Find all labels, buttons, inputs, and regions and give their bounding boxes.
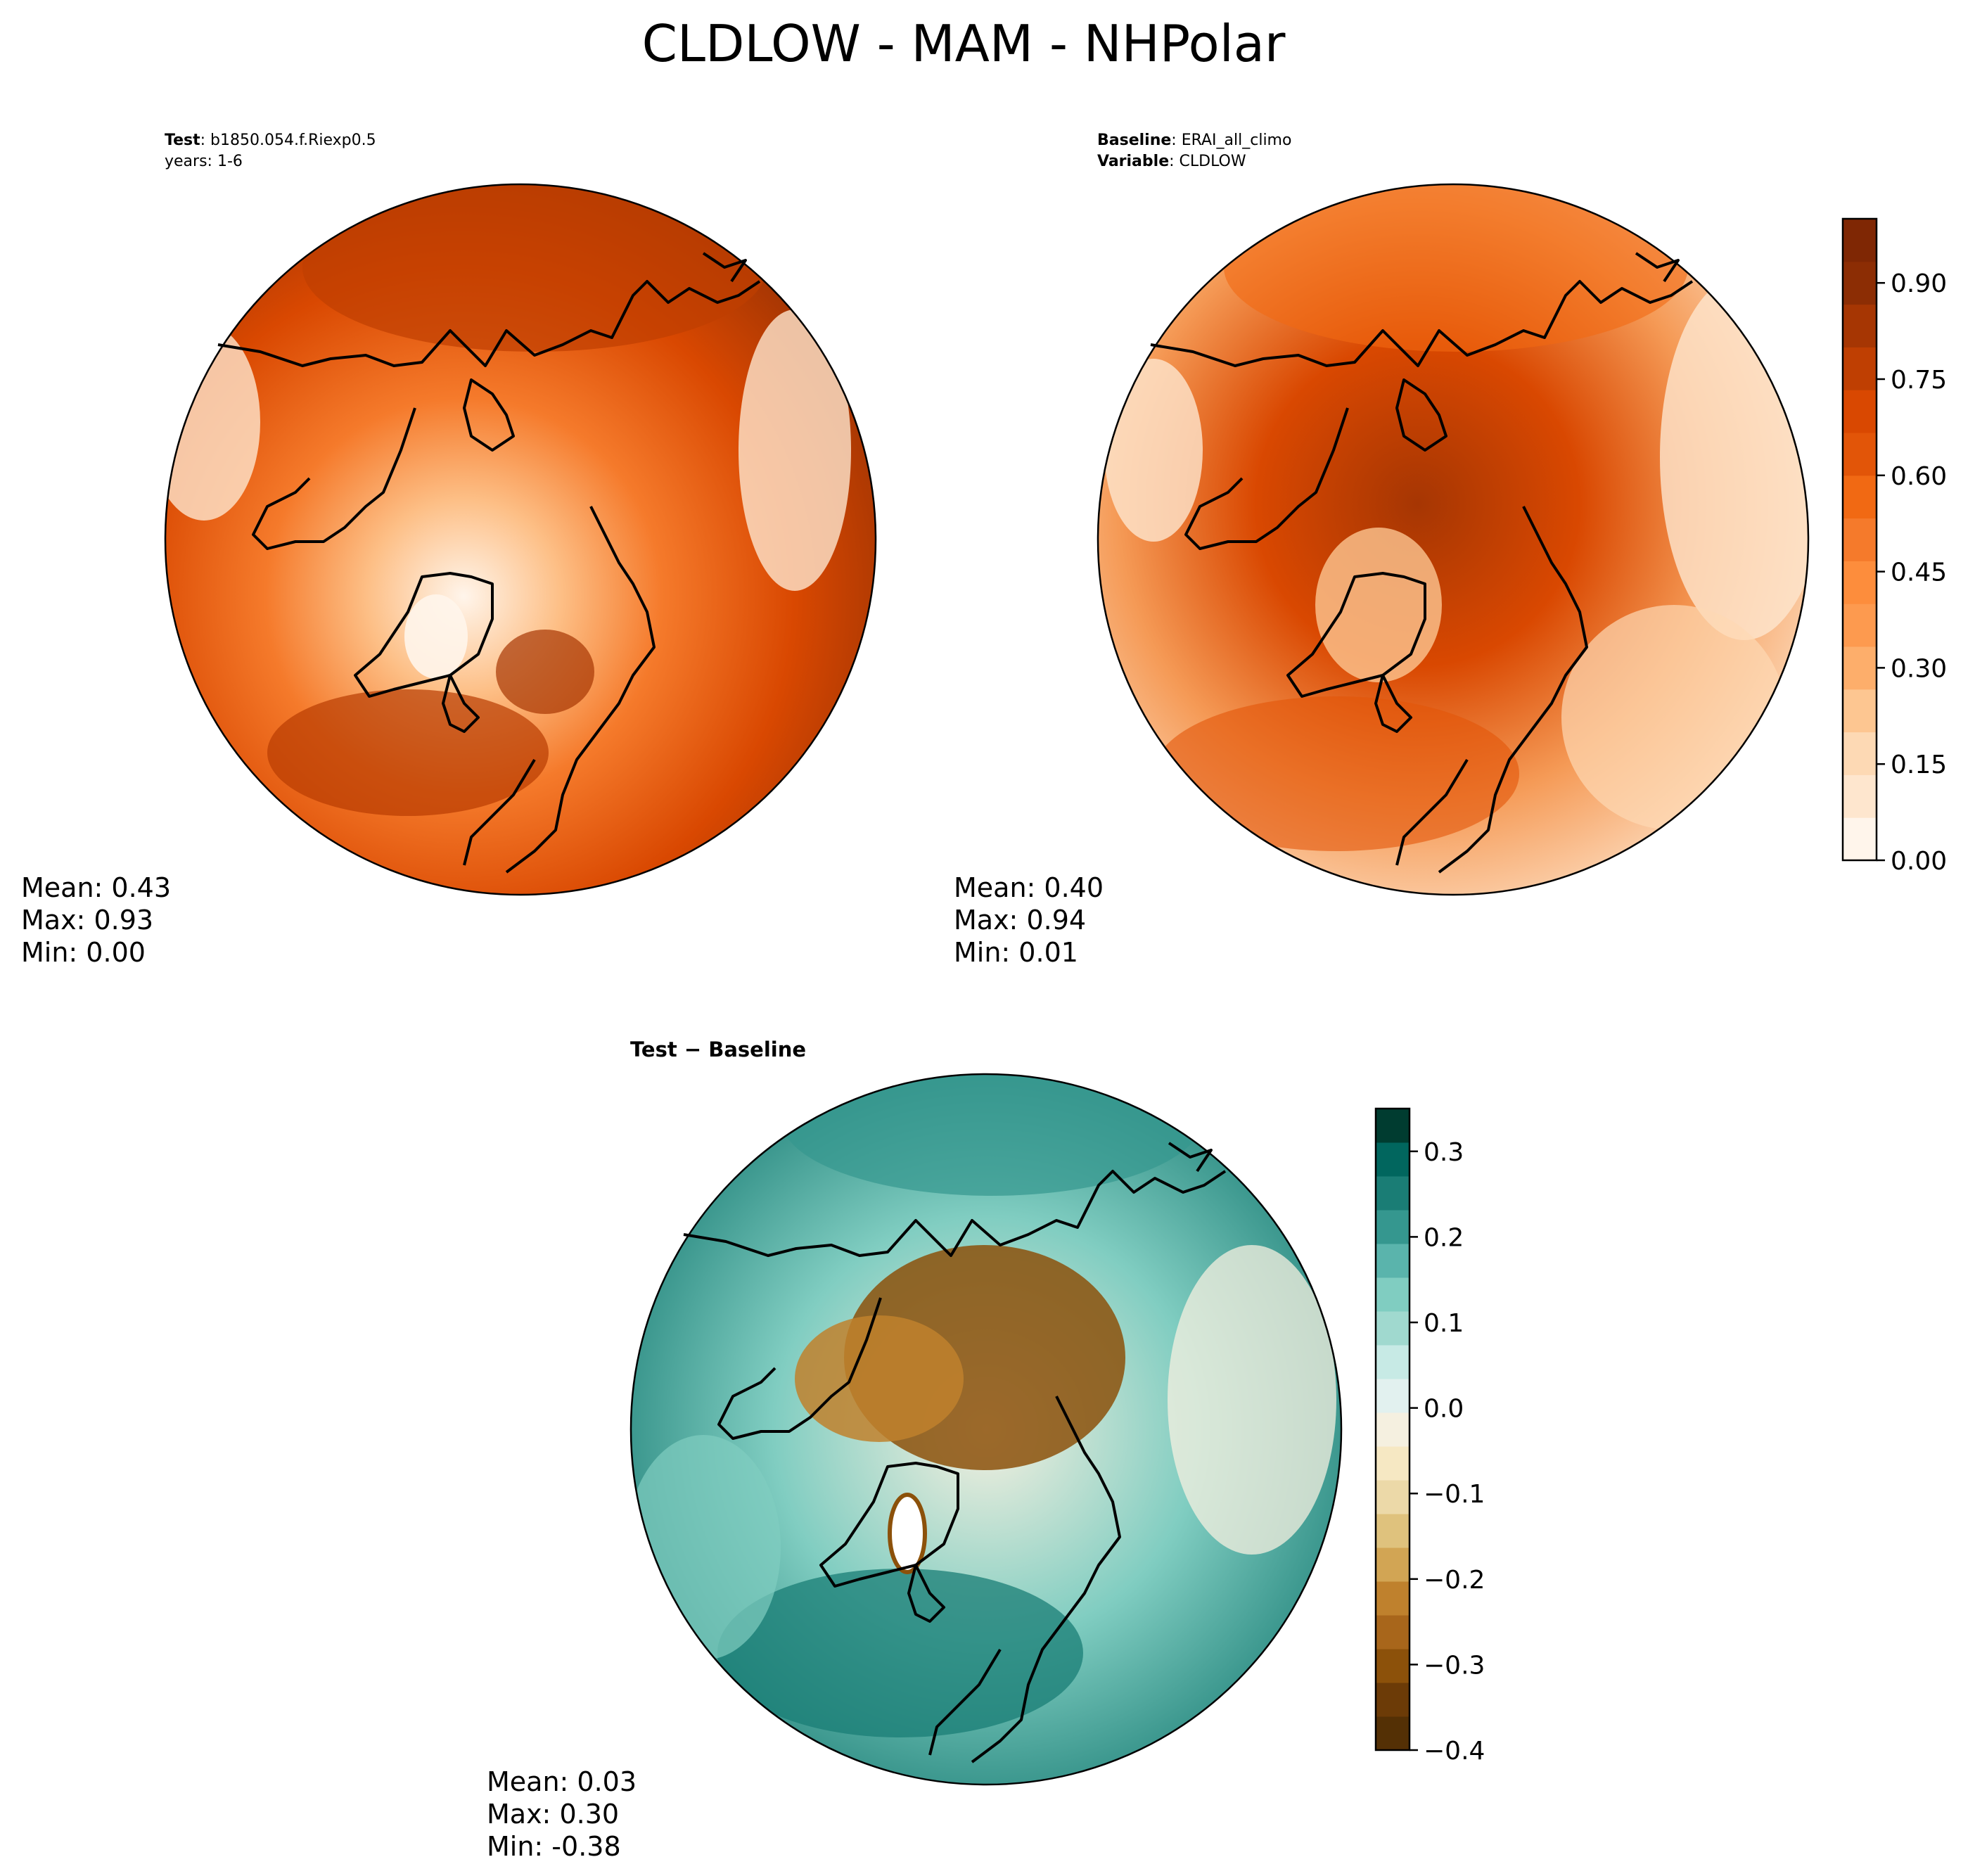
test-map: [165, 184, 876, 895]
main-colorbar-segment: [1843, 817, 1877, 861]
diff-colorbar-segment: [1376, 1412, 1410, 1447]
diff-colorbar-segment: [1376, 1244, 1410, 1278]
baseline-mean: Mean: 0.40: [954, 872, 1104, 903]
baseline-label: Baseline: ERAI_all_climo: [1097, 132, 1291, 149]
diff-colorbar-segment: [1376, 1615, 1410, 1650]
main-colorbar-segment: [1843, 475, 1877, 519]
diff-colorbar-segment: [1376, 1210, 1410, 1244]
test-coastlines: [217, 252, 761, 874]
diff-colorbar-segment: [1376, 1514, 1410, 1548]
figure-title: CLDLOW - MAM - NHPolar: [642, 14, 1286, 73]
test-min: Min: 0.00: [21, 937, 146, 968]
diff-colorbar-tick-label: 0.1: [1424, 1309, 1464, 1338]
test-map-border: [164, 183, 877, 896]
diff-colorbar-segments: [1376, 1109, 1410, 1751]
main-colorbar-ticks: 0.90 0.75 0.60 0.45 0.30 0.15 0.00: [1877, 269, 1947, 876]
main-colorbar-segments: [1843, 219, 1877, 861]
diff-colorbar-tick-label: 0.0: [1424, 1395, 1464, 1424]
diff-colorbar-segment: [1376, 1683, 1410, 1717]
main-colorbar-tick-label: 0.45: [1891, 559, 1947, 587]
diff-colorbar: 0.3 0.2 0.1 0.0 −0.1 −0.2 −0.3 −0.4: [1374, 1107, 1485, 1766]
diff-label: Test − Baseline: [630, 1038, 806, 1061]
test-label-key: Test: [165, 132, 200, 149]
main-colorbar-segment: [1843, 219, 1877, 262]
diff-colorbar-ticks: 0.3 0.2 0.1 0.0 −0.1 −0.2 −0.3 −0.4: [1410, 1138, 1485, 1766]
main-colorbar-segment: [1843, 646, 1877, 690]
main-colorbar-segment: [1843, 347, 1877, 390]
diff-max: Max: 0.30: [487, 1799, 619, 1830]
diff-colorbar-segment: [1376, 1277, 1410, 1312]
test-mean: Mean: 0.43: [21, 872, 171, 903]
diff-colorbar-tick-label: −0.1: [1424, 1480, 1485, 1509]
baseline-label-value: : ERAI_all_climo: [1171, 132, 1291, 149]
diff-colorbar-segment: [1376, 1345, 1410, 1379]
baseline-coastlines: [1150, 252, 1694, 874]
main-colorbar-tick-label: 0.90: [1891, 269, 1947, 298]
diff-colorbar-segment: [1376, 1311, 1410, 1346]
main-colorbar-segment: [1843, 604, 1877, 647]
diff-colorbar-segment: [1376, 1379, 1410, 1413]
main-colorbar-segment: [1843, 561, 1877, 604]
diff-colorbar-segment: [1376, 1446, 1410, 1481]
diff-colorbar-segment: [1376, 1176, 1410, 1211]
diff-map: [631, 1074, 1341, 1785]
diff-mean: Mean: 0.03: [487, 1766, 637, 1797]
main-colorbar-segment: [1843, 732, 1877, 775]
main-colorbar-tick-label: 0.00: [1891, 847, 1947, 876]
diff-colorbar-tick-label: −0.2: [1424, 1566, 1485, 1595]
main-colorbar-segment: [1843, 518, 1877, 561]
diff-min: Min: -0.38: [487, 1831, 621, 1862]
test-label-value: : b1850.054.f.Riexp0.5: [200, 132, 376, 149]
baseline-variable: Variable: CLDLOW: [1097, 153, 1246, 170]
diff-colorbar-segment: [1376, 1480, 1410, 1514]
diff-colorbar-segment: [1376, 1581, 1410, 1616]
main-colorbar-segment: [1843, 689, 1877, 733]
diff-map-border: [629, 1073, 1343, 1786]
diff-colorbar-tick-label: −0.3: [1424, 1651, 1485, 1680]
main-colorbar-frame: [1841, 217, 1878, 862]
main-colorbar-tick-label: 0.75: [1891, 366, 1947, 395]
main-colorbar-tick-label: 0.30: [1891, 654, 1947, 683]
diff-colorbar-segment: [1376, 1649, 1410, 1683]
test-max: Max: 0.93: [21, 905, 153, 936]
diff-coastlines: [683, 1142, 1227, 1763]
baseline-max: Max: 0.94: [954, 905, 1086, 936]
diff-colorbar-frame: [1374, 1107, 1411, 1751]
baseline-panel: Baseline: ERAI_all_climo Variable: CLDLO…: [954, 132, 1810, 968]
test-label: Test: b1850.054.f.Riexp0.5: [165, 132, 376, 149]
main-colorbar-segment: [1843, 390, 1877, 433]
diff-colorbar-segment: [1376, 1716, 1410, 1751]
test-panel: Test: b1850.054.f.Riexp0.5 years: 1-6 Me…: [21, 132, 877, 968]
diff-panel: Test − Baseline Mean: 0.03 Max: 0.30 Min…: [487, 1038, 1343, 1862]
main-colorbar-segment: [1843, 304, 1877, 347]
diff-colorbar-tick-label: −0.4: [1424, 1737, 1485, 1766]
baseline-variable-value: : CLDLOW: [1169, 153, 1246, 170]
diff-colorbar-tick-label: 0.3: [1424, 1138, 1464, 1167]
baseline-variable-key: Variable: [1097, 153, 1169, 170]
main-colorbar-tick-label: 0.60: [1891, 462, 1947, 491]
main-colorbar: 0.90 0.75 0.60 0.45 0.30 0.15 0.00: [1841, 217, 1947, 876]
diff-colorbar-segment: [1376, 1142, 1410, 1177]
baseline-label-key: Baseline: [1097, 132, 1171, 149]
main-colorbar-segment: [1843, 261, 1877, 305]
diff-colorbar-segment: [1376, 1548, 1410, 1582]
test-years: years: 1-6: [165, 153, 243, 170]
baseline-min: Min: 0.01: [954, 937, 1078, 968]
baseline-map: [1098, 184, 1808, 895]
diff-colorbar-segment: [1376, 1109, 1410, 1143]
main-colorbar-segment: [1843, 774, 1877, 818]
main-colorbar-segment: [1843, 433, 1877, 476]
baseline-map-border: [1097, 183, 1810, 896]
main-colorbar-tick-label: 0.15: [1891, 751, 1947, 779]
diff-colorbar-tick-label: 0.2: [1424, 1223, 1464, 1252]
